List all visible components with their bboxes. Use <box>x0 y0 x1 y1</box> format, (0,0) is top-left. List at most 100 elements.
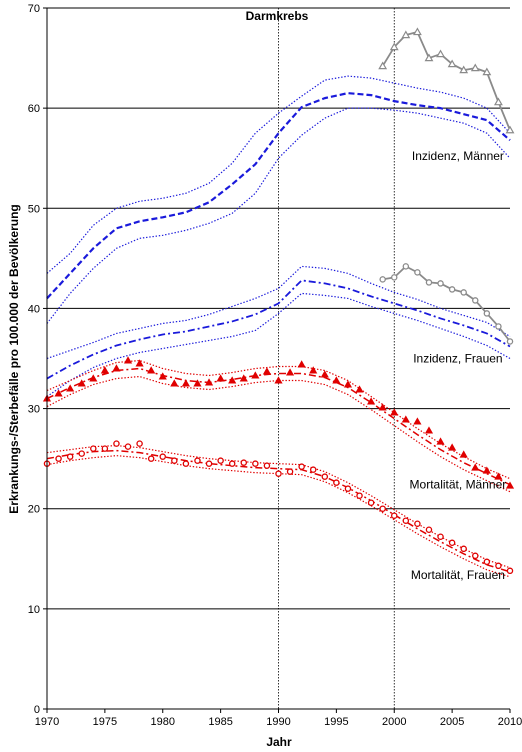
series-line-inz-f-band-lower <box>46 292 511 398</box>
annotation-3: Mortalität, Frauen <box>411 568 505 582</box>
plot-area <box>47 8 510 709</box>
x-tick-label-1980: 1980 <box>151 716 175 728</box>
marker-mort-f-beobachtet-1982 <box>182 460 190 467</box>
marker-mort-f-beobachtet-1999 <box>379 505 386 512</box>
x-tick-label-1985: 1985 <box>208 716 232 728</box>
marker-mort-m-beobachtet-1992 <box>297 360 306 368</box>
marker-mort-m-beobachtet-2001 <box>401 415 410 423</box>
marker-mort-m-beobachtet-1972 <box>66 384 75 392</box>
marker-mort-m-beobachtet-2003 <box>424 426 434 434</box>
y-tick-label-30: 30 <box>28 404 40 416</box>
marker-mort-m-beobachtet-2007 <box>471 463 480 471</box>
series-line-inz-f-modell <box>46 279 511 380</box>
marker-mort-f-beobachtet-1971 <box>55 455 62 462</box>
marker-inz-m-beobachtet-2002 <box>412 27 422 36</box>
marker-mort-m-beobachtet-1987 <box>239 374 248 382</box>
marker-mort-m-beobachtet-2009 <box>494 472 503 480</box>
marker-inz-f-beobachtet-2007 <box>472 297 479 304</box>
marker-inz-m-beobachtet-2010 <box>505 125 515 134</box>
marker-mort-m-beobachtet-2008 <box>482 466 491 474</box>
marker-mort-m-beobachtet-2006 <box>459 450 468 458</box>
marker-mort-m-beobachtet-1990 <box>274 376 283 384</box>
marker-mort-m-beobachtet-1978 <box>135 359 144 367</box>
marker-mort-f-beobachtet-2005 <box>448 539 456 547</box>
y-tick-label-40: 40 <box>28 303 40 315</box>
marker-mort-f-beobachtet-1987 <box>240 459 248 466</box>
marker-mort-m-beobachtet-1984 <box>204 378 214 386</box>
marker-mort-m-beobachtet-1988 <box>251 371 260 379</box>
marker-mort-f-beobachtet-1977 <box>124 443 132 450</box>
x-tick-label-2000: 2000 <box>382 716 406 728</box>
x-tick-label-1970: 1970 <box>35 716 59 728</box>
x-tick-label-1995: 1995 <box>324 716 348 728</box>
series-line-mort-f-modell <box>46 449 511 573</box>
marker-mort-m-beobachtet-2010 <box>505 481 515 489</box>
marker-inz-f-beobachtet-2001 <box>402 263 410 270</box>
marker-mort-f-beobachtet-2002 <box>414 520 421 527</box>
y-tick-label-20: 20 <box>28 504 40 516</box>
y-tick-label-70: 70 <box>28 3 40 15</box>
marker-mort-f-beobachtet-1998 <box>367 499 375 506</box>
marker-mort-f-beobachtet-1993 <box>309 466 317 473</box>
marker-mort-m-beobachtet-1985 <box>216 374 225 382</box>
marker-mort-f-beobachtet-1973 <box>78 450 85 457</box>
marker-mort-m-beobachtet-1975 <box>100 366 109 374</box>
marker-inz-f-beobachtet-2006 <box>460 289 467 296</box>
marker-mort-m-beobachtet-1986 <box>228 376 237 384</box>
marker-mort-m-beobachtet-1983 <box>193 379 202 387</box>
marker-mort-f-beobachtet-1976 <box>113 440 120 447</box>
marker-mort-m-beobachtet-1993 <box>309 366 318 374</box>
marker-mort-f-beobachtet-1979 <box>147 455 155 462</box>
marker-mort-f-beobachtet-1983 <box>194 457 201 464</box>
marker-mort-f-beobachtet-2001 <box>402 517 410 524</box>
y-axis-title: Erkrankungs-/Sterbefälle pro 100.000 der… <box>7 204 21 513</box>
marker-mort-m-beobachtet-1979 <box>147 366 156 374</box>
marker-inz-m-beobachtet-2009 <box>493 97 503 106</box>
marker-mort-m-beobachtet-1999 <box>378 403 387 411</box>
marker-inz-m-beobachtet-2001 <box>401 30 411 39</box>
marker-inz-m-beobachtet-2005 <box>447 59 457 68</box>
marker-inz-f-beobachtet-2005 <box>448 286 456 293</box>
marker-mort-m-beobachtet-2002 <box>413 417 422 425</box>
y-tick-label-0: 0 <box>34 704 40 716</box>
marker-mort-m-beobachtet-2000 <box>390 408 399 416</box>
marker-mort-m-beobachtet-1977 <box>123 356 133 364</box>
marker-mort-f-beobachtet-2008 <box>483 558 491 566</box>
marker-inz-m-beobachtet-2006 <box>459 65 469 74</box>
marker-mort-f-beobachtet-1995 <box>333 479 340 486</box>
x-tick-label-2010: 2010 <box>498 716 522 728</box>
x-tick-label-2005: 2005 <box>440 716 464 728</box>
marker-mort-f-beobachtet-2000 <box>390 512 398 519</box>
marker-mort-f-beobachtet-2004 <box>437 533 444 541</box>
marker-mort-f-beobachtet-1978 <box>136 440 143 447</box>
marker-inz-m-beobachtet-1999 <box>378 61 388 70</box>
annotation-2: Mortalität, Männer <box>410 478 507 492</box>
marker-mort-f-beobachtet-1994 <box>321 473 329 480</box>
marker-mort-m-beobachtet-2004 <box>436 437 445 445</box>
x-axis-title: Jahr <box>266 735 292 749</box>
marker-inz-m-beobachtet-2008 <box>482 67 492 76</box>
marker-inz-f-beobachtet-1999 <box>379 276 386 283</box>
annotation-1: Inzidenz, Frauen <box>413 352 502 366</box>
marker-mort-f-beobachtet-1972 <box>66 453 74 460</box>
marker-inz-f-beobachtet-2009 <box>495 323 502 330</box>
marker-inz-f-beobachtet-2008 <box>483 310 491 317</box>
series-line-inz-m-band-upper <box>46 75 511 274</box>
marker-mort-m-beobachtet-1997 <box>355 385 364 393</box>
marker-mort-m-beobachtet-1980 <box>158 372 167 380</box>
marker-mort-f-beobachtet-1984 <box>205 460 213 467</box>
marker-mort-m-beobachtet-1971 <box>54 389 63 397</box>
marker-mort-m-beobachtet-1976 <box>112 364 121 372</box>
marker-mort-m-beobachtet-2005 <box>448 443 457 451</box>
plot-background <box>47 8 510 709</box>
marker-mort-f-beobachtet-1989 <box>263 462 271 469</box>
marker-inz-m-beobachtet-2007 <box>470 63 480 72</box>
series-lines <box>46 31 511 578</box>
marker-mort-m-beobachtet-1974 <box>89 374 98 382</box>
marker-mort-f-beobachtet-2010 <box>506 567 514 575</box>
annotation-0: Inzidenz, Männer <box>412 149 504 163</box>
marker-mort-m-beobachtet-1973 <box>77 379 86 387</box>
marker-inz-f-beobachtet-2004 <box>437 280 444 287</box>
marker-mort-m-beobachtet-1996 <box>343 380 353 388</box>
marker-inz-m-beobachtet-2000 <box>389 42 399 51</box>
